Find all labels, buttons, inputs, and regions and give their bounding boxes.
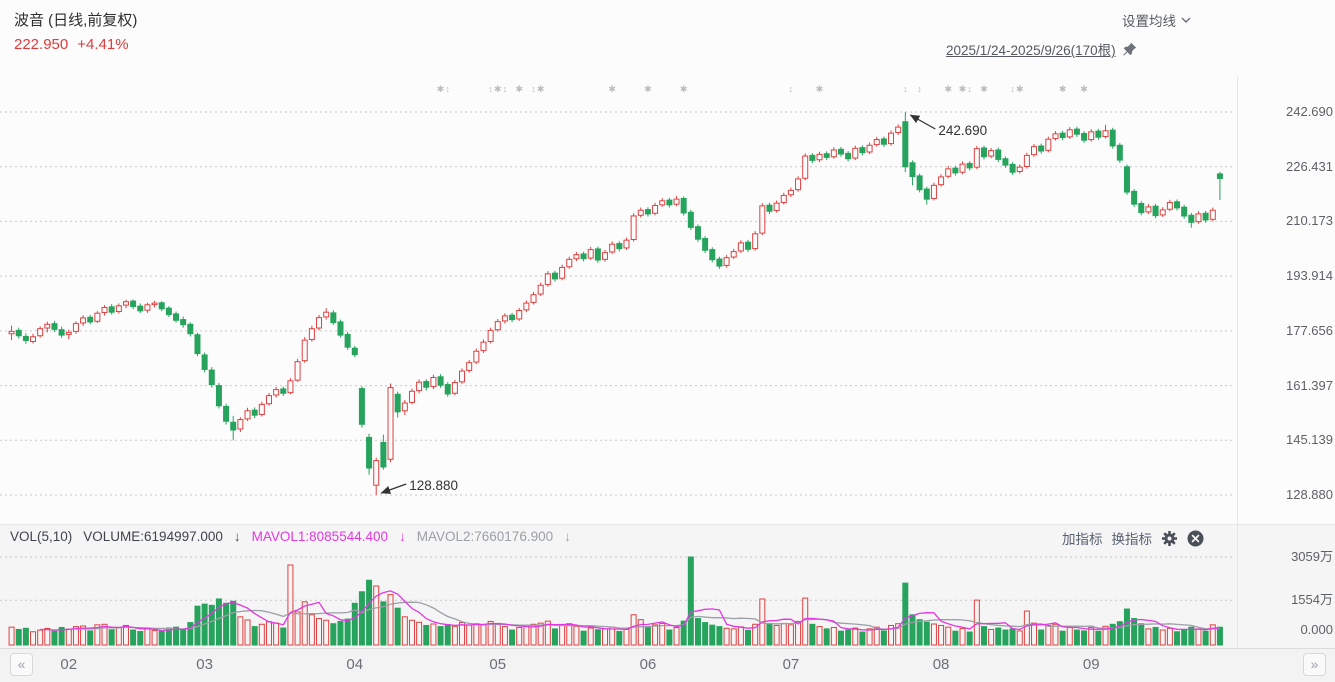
axis-label: 161.397 <box>1286 377 1333 393</box>
quote-line: 222.950 +4.41% <box>14 36 138 53</box>
svg-text:128.880: 128.880 <box>409 478 458 493</box>
close-icon[interactable] <box>1187 530 1204 547</box>
scroll-right-icon: » <box>1310 656 1319 672</box>
add-indicator-button[interactable]: 加指标 <box>1062 532 1103 547</box>
svg-text:✱: ✱ <box>437 84 445 94</box>
svg-text:↕: ↕ <box>967 84 972 94</box>
axis-label: 1554万 <box>1291 592 1333 608</box>
mavol1-down-arrow-icon: ↓ <box>399 529 406 544</box>
x-axis-label: 07 <box>782 656 800 673</box>
volume-chart-canvas[interactable] <box>0 551 1240 647</box>
svg-text:↕: ↕ <box>903 84 908 94</box>
svg-text:242.690: 242.690 <box>938 123 987 138</box>
axis-label: 177.656 <box>1286 322 1333 338</box>
indicator-tools: 加指标 换指标 <box>1062 528 1204 548</box>
scroll-left-button[interactable]: « <box>10 653 33 676</box>
svg-text:✱: ✱ <box>608 84 616 94</box>
svg-text:↕: ↕ <box>1010 84 1015 94</box>
svg-text:✱: ✱ <box>644 84 652 94</box>
axis-label: 210.173 <box>1286 213 1333 229</box>
axis-label: 0.000 <box>1300 622 1333 637</box>
switch-indicator-button[interactable]: 换指标 <box>1111 532 1153 547</box>
mavol2-down-arrow-icon: ↓ <box>564 529 571 544</box>
chevron-down-icon <box>1181 17 1191 23</box>
svg-text:✱: ✱ <box>1080 84 1088 94</box>
change-percent: +4.41% <box>77 36 129 53</box>
ma-settings-button[interactable]: 设置均线 <box>1122 10 1191 30</box>
mavol2-value: MAVOL2:7660176.900 <box>416 529 554 544</box>
axis-label: 3059万 <box>1291 549 1333 564</box>
x-axis-label: 05 <box>489 656 507 673</box>
axis-label: 193.914 <box>1286 268 1333 284</box>
svg-text:✱: ✱ <box>494 84 502 94</box>
x-axis-label: 06 <box>639 656 657 673</box>
vol-indicator-name[interactable]: VOL(5,10) <box>10 529 73 544</box>
page-title: 波音 (日线,前复权) <box>14 12 138 29</box>
svg-text:✱: ✱ <box>980 84 988 94</box>
svg-text:↕: ↕ <box>917 84 922 94</box>
svg-text:✱: ✱ <box>959 84 967 94</box>
svg-text:↕: ↕ <box>488 84 493 94</box>
axis-label: 226.431 <box>1286 158 1333 174</box>
axis-label: 128.880 <box>1286 487 1333 502</box>
date-range-link[interactable]: 2025/1/24-2025/9/26(170根) <box>946 43 1116 58</box>
volume-down-arrow-icon: ↓ <box>233 529 241 544</box>
volume-value: VOLUME:6194997.000 <box>83 529 223 544</box>
svg-text:✱: ✱ <box>537 84 545 94</box>
scroll-left-icon: « <box>17 656 26 672</box>
volume-indicator-header: VOL(5,10) VOLUME:6194997.000 ↓ MAVOL1:80… <box>10 529 571 544</box>
svg-text:✱: ✱ <box>680 84 688 94</box>
x-axis-label: 02 <box>60 656 78 673</box>
gear-icon[interactable] <box>1161 530 1178 547</box>
plot-right-border <box>1237 76 1238 647</box>
axis-label: 145.139 <box>1286 432 1333 448</box>
last-price: 222.950 <box>14 36 69 53</box>
x-axis-label: 04 <box>346 656 364 673</box>
x-axis-label: 03 <box>196 656 213 673</box>
x-axis: « » 02 03 04 05 06 07 08 09 <box>0 648 1335 682</box>
scroll-right-button[interactable]: » <box>1303 653 1326 676</box>
mavol1-value: MAVOL1:8085544.400 <box>251 529 388 544</box>
axis-label: 242.690 <box>1286 104 1333 119</box>
svg-text:✱: ✱ <box>1016 84 1024 94</box>
svg-text:✱: ✱ <box>1059 84 1067 94</box>
svg-text:↕: ↕ <box>445 84 450 94</box>
x-axis-label: 08 <box>932 656 950 673</box>
x-axis-label: 09 <box>1082 656 1100 673</box>
pin-icon[interactable] <box>1122 42 1137 57</box>
svg-text:↕: ↕ <box>789 84 794 94</box>
date-range: 2025/1/24-2025/9/26(170根) <box>946 39 1137 59</box>
svg-text:✱: ✱ <box>944 84 952 94</box>
ma-settings-label: 设置均线 <box>1122 14 1176 29</box>
svg-text:✱: ✱ <box>515 84 523 94</box>
svg-text:↕: ↕ <box>503 84 508 94</box>
svg-text:✱: ✱ <box>816 84 824 94</box>
svg-text:↕: ↕ <box>531 84 536 94</box>
